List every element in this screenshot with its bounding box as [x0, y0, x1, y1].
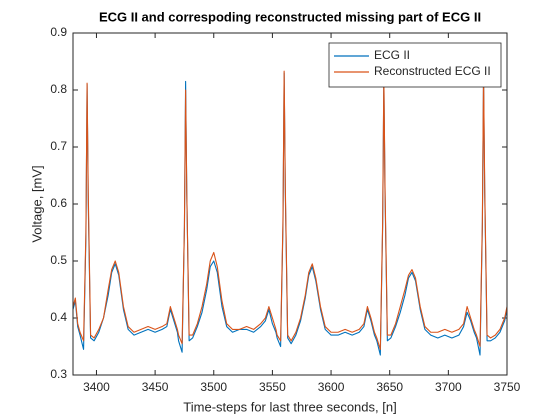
x-tick-label: 3450 [142, 380, 169, 394]
legend-box [328, 42, 502, 88]
plot-area [73, 33, 507, 375]
y-tick-label: 0.9 [50, 25, 67, 39]
y-tick-label: 0.7 [50, 139, 67, 153]
x-tick-label: 3700 [435, 380, 462, 394]
data-line [72, 70, 508, 350]
x-tick-label: 3600 [318, 380, 345, 394]
y-tick-label: 0.3 [50, 367, 67, 381]
x-tick-label: 3650 [376, 380, 403, 394]
x-tick-label: 3400 [83, 380, 110, 394]
y-tick-label: 0.5 [50, 253, 67, 267]
chart-title: ECG II and correspoding reconstructed mi… [99, 9, 481, 24]
x-tick-label: 3500 [200, 380, 227, 394]
axes-box [72, 32, 508, 376]
y-tick-label: 0.4 [50, 310, 67, 324]
y-tick-label: 0.8 [50, 82, 67, 96]
x-tick-label: 3750 [494, 380, 521, 394]
legend-label: Reconstructed ECG II [374, 64, 491, 78]
x-axis-label: Time-steps for last three seconds, [n] [183, 399, 396, 414]
legend-label: ECG II [374, 48, 410, 62]
y-tick-label: 0.6 [50, 196, 67, 210]
y-axis-label: Voltage, [mV] [29, 165, 44, 242]
x-tick-label: 3550 [259, 380, 286, 394]
